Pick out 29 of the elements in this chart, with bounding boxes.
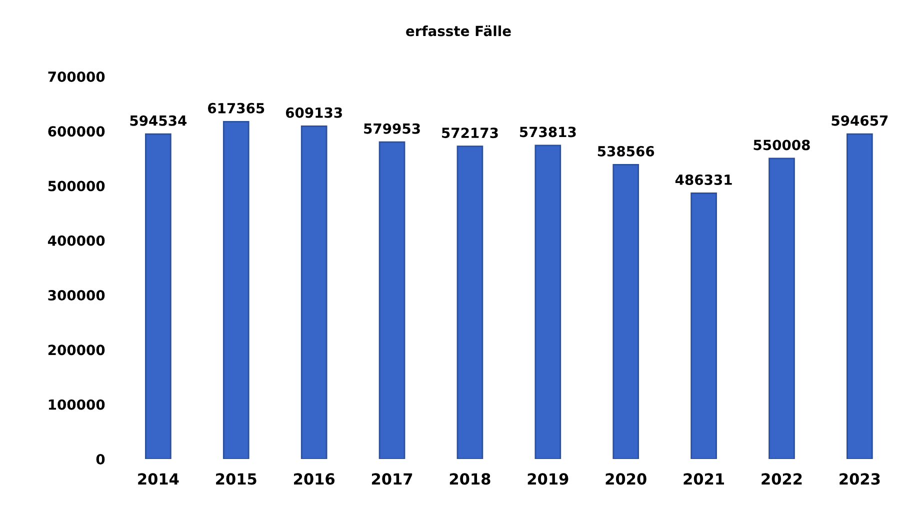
x-tick-label: 2021 — [684, 473, 724, 485]
data-label: 572173 — [442, 128, 498, 138]
x-tick-label: 2019 — [528, 473, 568, 485]
y-tick-label: 100000 — [48, 399, 105, 410]
y-tick-label: 600000 — [48, 126, 105, 137]
data-label: 579953 — [364, 123, 420, 134]
x-tick-label: 2023 — [840, 473, 880, 485]
x-tick-label: 2016 — [294, 473, 335, 485]
x-tick-label: 2022 — [762, 473, 802, 485]
y-tick-label: 500000 — [48, 180, 105, 192]
x-tick-label: 2018 — [450, 473, 490, 485]
chart-title: erfasste Fälle — [406, 25, 511, 36]
data-label: 573813 — [520, 126, 576, 138]
data-label: 550008 — [754, 140, 810, 150]
y-tick-label: 700000 — [48, 71, 105, 82]
data-label: 594657 — [832, 115, 888, 126]
data-label: 486331 — [675, 174, 732, 186]
x-tick-label: 2020 — [606, 473, 646, 485]
x-tick-label: 2014 — [138, 473, 179, 485]
y-tick-label: 0 — [96, 454, 105, 464]
x-tick-label: 2015 — [216, 473, 256, 485]
data-label: 538566 — [598, 146, 654, 156]
y-tick-label: 300000 — [48, 290, 105, 301]
y-tick-label: 200000 — [48, 344, 105, 356]
data-label: 617365 — [208, 102, 264, 114]
data-label: 594534 — [130, 115, 187, 126]
x-tick-label: 2017 — [372, 473, 412, 485]
y-tick-label: 400000 — [48, 235, 105, 246]
data-label: 609133 — [286, 107, 342, 118]
